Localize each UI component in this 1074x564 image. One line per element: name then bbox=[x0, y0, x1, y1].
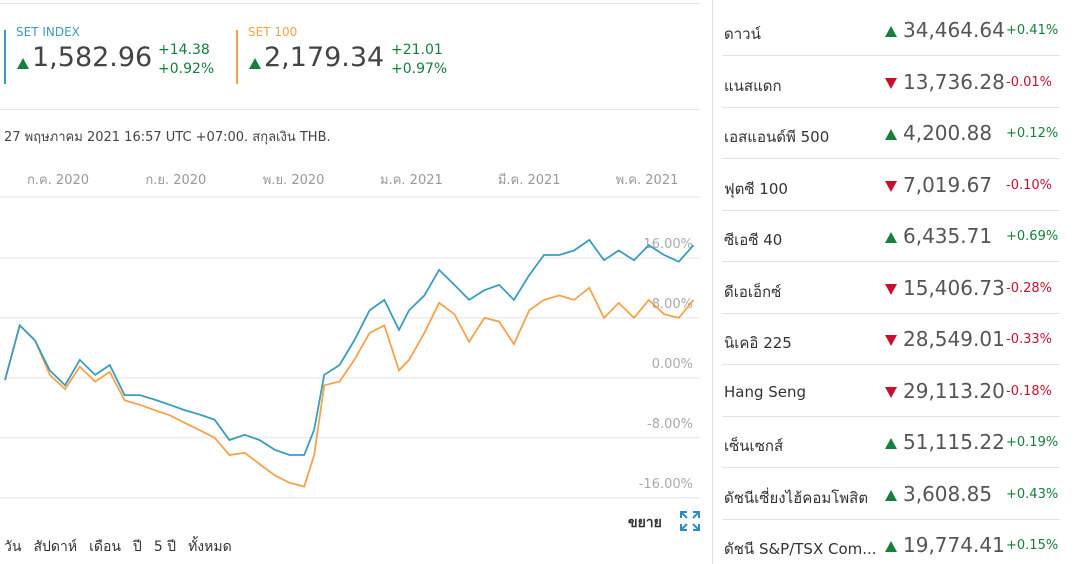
quote-name: SET 100 bbox=[248, 25, 298, 39]
arrow bbox=[885, 77, 897, 89]
market-change: +0.15% bbox=[1006, 538, 1059, 553]
quote-bar bbox=[236, 30, 238, 84]
market-value: 13,736.28 bbox=[903, 69, 1005, 94]
arrow bbox=[885, 541, 897, 552]
market-change: +0.19% bbox=[1006, 435, 1059, 450]
quote-value: 2,179.34 bbox=[264, 42, 385, 73]
quote-name: SET INDEX bbox=[16, 25, 80, 39]
divider bbox=[0, 109, 700, 110]
arrow bbox=[885, 438, 897, 449]
market-change: +0.43% bbox=[1006, 486, 1059, 502]
row-divider bbox=[722, 209, 1060, 211]
y-tick-label: 8.00% bbox=[652, 297, 693, 312]
range-button[interactable]: ปี bbox=[132, 539, 142, 555]
x-tick-label: ก.ย. 2020 bbox=[145, 173, 206, 188]
y-tick-label: 16.00% bbox=[643, 237, 693, 252]
market-value: 4,200.88 bbox=[903, 121, 993, 145]
market-change: -0.28% bbox=[1006, 280, 1052, 296]
y-tick-label: 0.00% bbox=[652, 357, 693, 372]
arrow bbox=[885, 283, 897, 295]
row-divider bbox=[722, 55, 1060, 56]
timestamp: 27 พฤษภาคม 2021 16:57 UTC +07:00. สกุลเง… bbox=[4, 130, 331, 145]
market-name: เซ็นเซกส์ bbox=[724, 437, 784, 455]
market-name: เอสแอนด์พี 500 bbox=[724, 128, 830, 146]
market-name: ดัชนีเซี่ยงไฮ้คอมโพสิต bbox=[724, 488, 869, 507]
market-change: +0.69% bbox=[1006, 229, 1059, 244]
row-divider bbox=[722, 261, 1060, 262]
quote-value: 1,582.96 bbox=[32, 42, 153, 73]
market-name: แนสแดก bbox=[724, 76, 782, 95]
x-tick-label: พ.ย. 2020 bbox=[263, 173, 325, 188]
market-change: +0.12% bbox=[1006, 126, 1059, 141]
expand-icon[interactable] bbox=[679, 510, 701, 532]
market-name: ซีเอซี 40 bbox=[724, 231, 783, 249]
quote-bar bbox=[4, 30, 6, 84]
x-tick-label: มี.ค. 2021 bbox=[498, 172, 561, 188]
market-change: -0.33% bbox=[1006, 332, 1052, 347]
x-tick-label: ก.ค. 2020 bbox=[27, 173, 89, 188]
quote-change-pct: +0.92% bbox=[158, 61, 215, 77]
range-button[interactable]: เดือน bbox=[89, 539, 121, 555]
quote-change-pct: +0.97% bbox=[391, 61, 448, 77]
range-button[interactable]: ทั้งหมด bbox=[188, 539, 232, 555]
market-value: 6,435.71 bbox=[903, 224, 993, 248]
arrow bbox=[885, 386, 897, 398]
market-value: 7,019.67 bbox=[903, 172, 993, 197]
market-change: -0.10% bbox=[1006, 177, 1052, 193]
market-name: Hang Seng bbox=[724, 382, 807, 401]
market-name: ฟุตซี 100 bbox=[724, 179, 788, 198]
row-divider bbox=[722, 106, 1060, 108]
x-tick-label: ม.ค. 2021 bbox=[380, 173, 443, 188]
market-change: -0.18% bbox=[1006, 383, 1052, 399]
range-button[interactable]: วัน bbox=[4, 539, 22, 555]
row-divider bbox=[722, 467, 1060, 468]
chart: ก.ค. 2020 ก.ย. 2020 พ.ย. 2020 ม.ค. 2021 มี.ค… bbox=[0, 172, 700, 499]
expand-button[interactable]: ขยาย bbox=[628, 515, 662, 531]
market-value: 15,406.73 bbox=[903, 275, 1005, 300]
row-divider bbox=[722, 158, 1060, 159]
market-value: 51,115.22 bbox=[903, 430, 1005, 454]
market-value: 34,464.64 bbox=[903, 18, 1005, 42]
market-value: 19,774.41 bbox=[903, 533, 1005, 557]
market-value: 3,608.85 bbox=[903, 481, 993, 506]
row-divider bbox=[722, 364, 1060, 365]
arrow bbox=[885, 232, 897, 243]
arrow bbox=[885, 129, 897, 140]
market-change: -0.01% bbox=[1006, 74, 1052, 90]
market-name: ดัชนี S&P/TSX Com... bbox=[724, 540, 877, 558]
quote-change: +21.01 bbox=[391, 42, 443, 58]
arrow bbox=[885, 335, 897, 346]
market-name: ดีเอเอ็กซ์ bbox=[724, 282, 782, 301]
quote-change: +14.38 bbox=[158, 42, 210, 58]
market-name: ดาวน์ bbox=[724, 25, 761, 43]
arrow bbox=[885, 180, 897, 192]
arrow bbox=[885, 489, 897, 501]
range-button[interactable]: 5 ปี bbox=[153, 539, 177, 555]
arrow bbox=[885, 26, 897, 37]
row-divider bbox=[722, 312, 1060, 314]
range-button[interactable]: สัปดาห์ bbox=[33, 539, 78, 555]
market-value: 29,113.20 bbox=[903, 378, 1005, 403]
market-value: 28,549.01 bbox=[903, 327, 1005, 351]
arrow bbox=[17, 58, 29, 69]
row-divider bbox=[722, 415, 1060, 417]
y-tick-label: -16.00% bbox=[639, 477, 693, 492]
top-border bbox=[0, 3, 700, 4]
y-tick-label: -8.00% bbox=[647, 417, 693, 432]
series-line bbox=[4, 286, 695, 488]
market-change: +0.41% bbox=[1006, 23, 1059, 38]
row-divider bbox=[722, 518, 1060, 520]
market-name: นิเคอิ 225 bbox=[724, 334, 792, 352]
panel-divider bbox=[712, 0, 713, 564]
arrow bbox=[249, 58, 261, 69]
series-line bbox=[4, 238, 695, 456]
x-tick-label: พ.ค. 2021 bbox=[616, 173, 679, 188]
